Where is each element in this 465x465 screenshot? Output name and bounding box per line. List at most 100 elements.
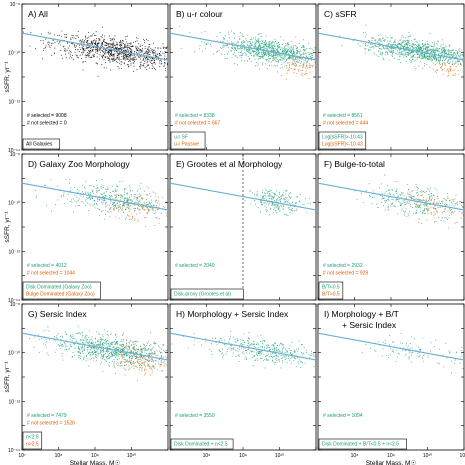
data-point <box>441 53 443 55</box>
data-point <box>158 203 160 205</box>
data-point <box>304 198 307 200</box>
data-point <box>120 53 122 55</box>
data-point <box>107 51 110 53</box>
data-point <box>87 41 89 43</box>
data-point <box>116 46 118 48</box>
data-point <box>427 187 429 190</box>
data-point <box>270 197 272 199</box>
data-point <box>78 50 80 53</box>
data-point <box>273 196 275 198</box>
data-point <box>114 355 116 357</box>
data-point <box>145 51 148 53</box>
data-point <box>384 174 386 176</box>
data-point <box>436 220 438 222</box>
data-point <box>66 198 68 200</box>
data-point <box>148 187 150 189</box>
data-point <box>432 57 434 59</box>
data-point <box>365 33 367 35</box>
data-point <box>110 211 112 213</box>
data-point <box>103 196 105 198</box>
data-point <box>73 186 75 189</box>
data-point <box>133 65 135 67</box>
data-point <box>372 46 374 48</box>
data-point <box>306 66 308 68</box>
data-point <box>440 49 442 51</box>
data-point <box>409 205 412 207</box>
data-point <box>233 52 235 54</box>
data-point <box>224 53 226 56</box>
plot-frame <box>21 153 169 301</box>
data-point <box>381 40 383 42</box>
data-point <box>259 40 261 43</box>
data-point <box>295 196 297 198</box>
data-point <box>77 36 79 38</box>
data-point <box>407 54 409 56</box>
data-point <box>414 43 416 46</box>
data-point <box>121 56 123 58</box>
data-point <box>130 195 132 197</box>
data-point <box>96 344 98 346</box>
data-point <box>132 360 135 363</box>
data-point <box>97 42 99 44</box>
data-point <box>261 42 264 44</box>
data-point <box>135 45 137 47</box>
data-point <box>254 203 256 205</box>
data-point <box>80 40 82 42</box>
data-point <box>411 45 413 48</box>
data-point <box>236 64 238 66</box>
data-point <box>383 197 385 199</box>
data-point <box>253 45 255 48</box>
data-point <box>412 43 414 45</box>
data-point <box>253 43 256 45</box>
data-point <box>97 340 99 342</box>
data-point <box>371 37 373 39</box>
data-point <box>157 196 159 198</box>
data-point <box>441 202 444 204</box>
data-point <box>126 41 128 43</box>
not-selected-count: # not selected = 667 <box>175 121 220 127</box>
data-point <box>420 203 422 205</box>
data-point <box>374 196 376 198</box>
data-point <box>130 60 132 62</box>
data-point <box>452 52 454 54</box>
data-point <box>92 344 94 346</box>
data-point <box>439 56 441 58</box>
data-point <box>380 201 383 203</box>
data-point <box>124 191 126 193</box>
data-point <box>421 40 424 42</box>
data-point <box>97 49 99 51</box>
data-point <box>270 54 272 56</box>
data-point <box>426 48 428 50</box>
data-point <box>124 43 126 45</box>
data-point <box>102 210 104 212</box>
data-point <box>276 54 278 56</box>
data-point <box>87 348 89 351</box>
plot-area <box>22 178 168 228</box>
data-point <box>117 57 119 59</box>
data-point <box>421 54 423 56</box>
data-point <box>304 73 306 76</box>
data-point <box>402 40 404 42</box>
data-point <box>397 180 399 183</box>
data-point <box>406 54 408 56</box>
data-point <box>66 36 68 38</box>
data-point <box>226 40 228 42</box>
data-point <box>113 37 115 39</box>
data-point <box>125 343 127 345</box>
data-point <box>156 208 158 211</box>
data-point <box>250 60 252 62</box>
data-point <box>124 347 126 349</box>
data-point <box>404 214 406 216</box>
data-point <box>281 64 283 66</box>
data-point <box>448 44 450 46</box>
data-point <box>459 62 461 64</box>
data-point <box>426 219 428 221</box>
data-point <box>125 369 127 371</box>
data-point <box>230 47 232 49</box>
data-point <box>298 51 300 53</box>
data-point <box>403 50 405 52</box>
data-point <box>100 351 102 353</box>
data-point <box>48 45 50 47</box>
data-point <box>289 48 291 50</box>
data-point <box>290 68 292 70</box>
